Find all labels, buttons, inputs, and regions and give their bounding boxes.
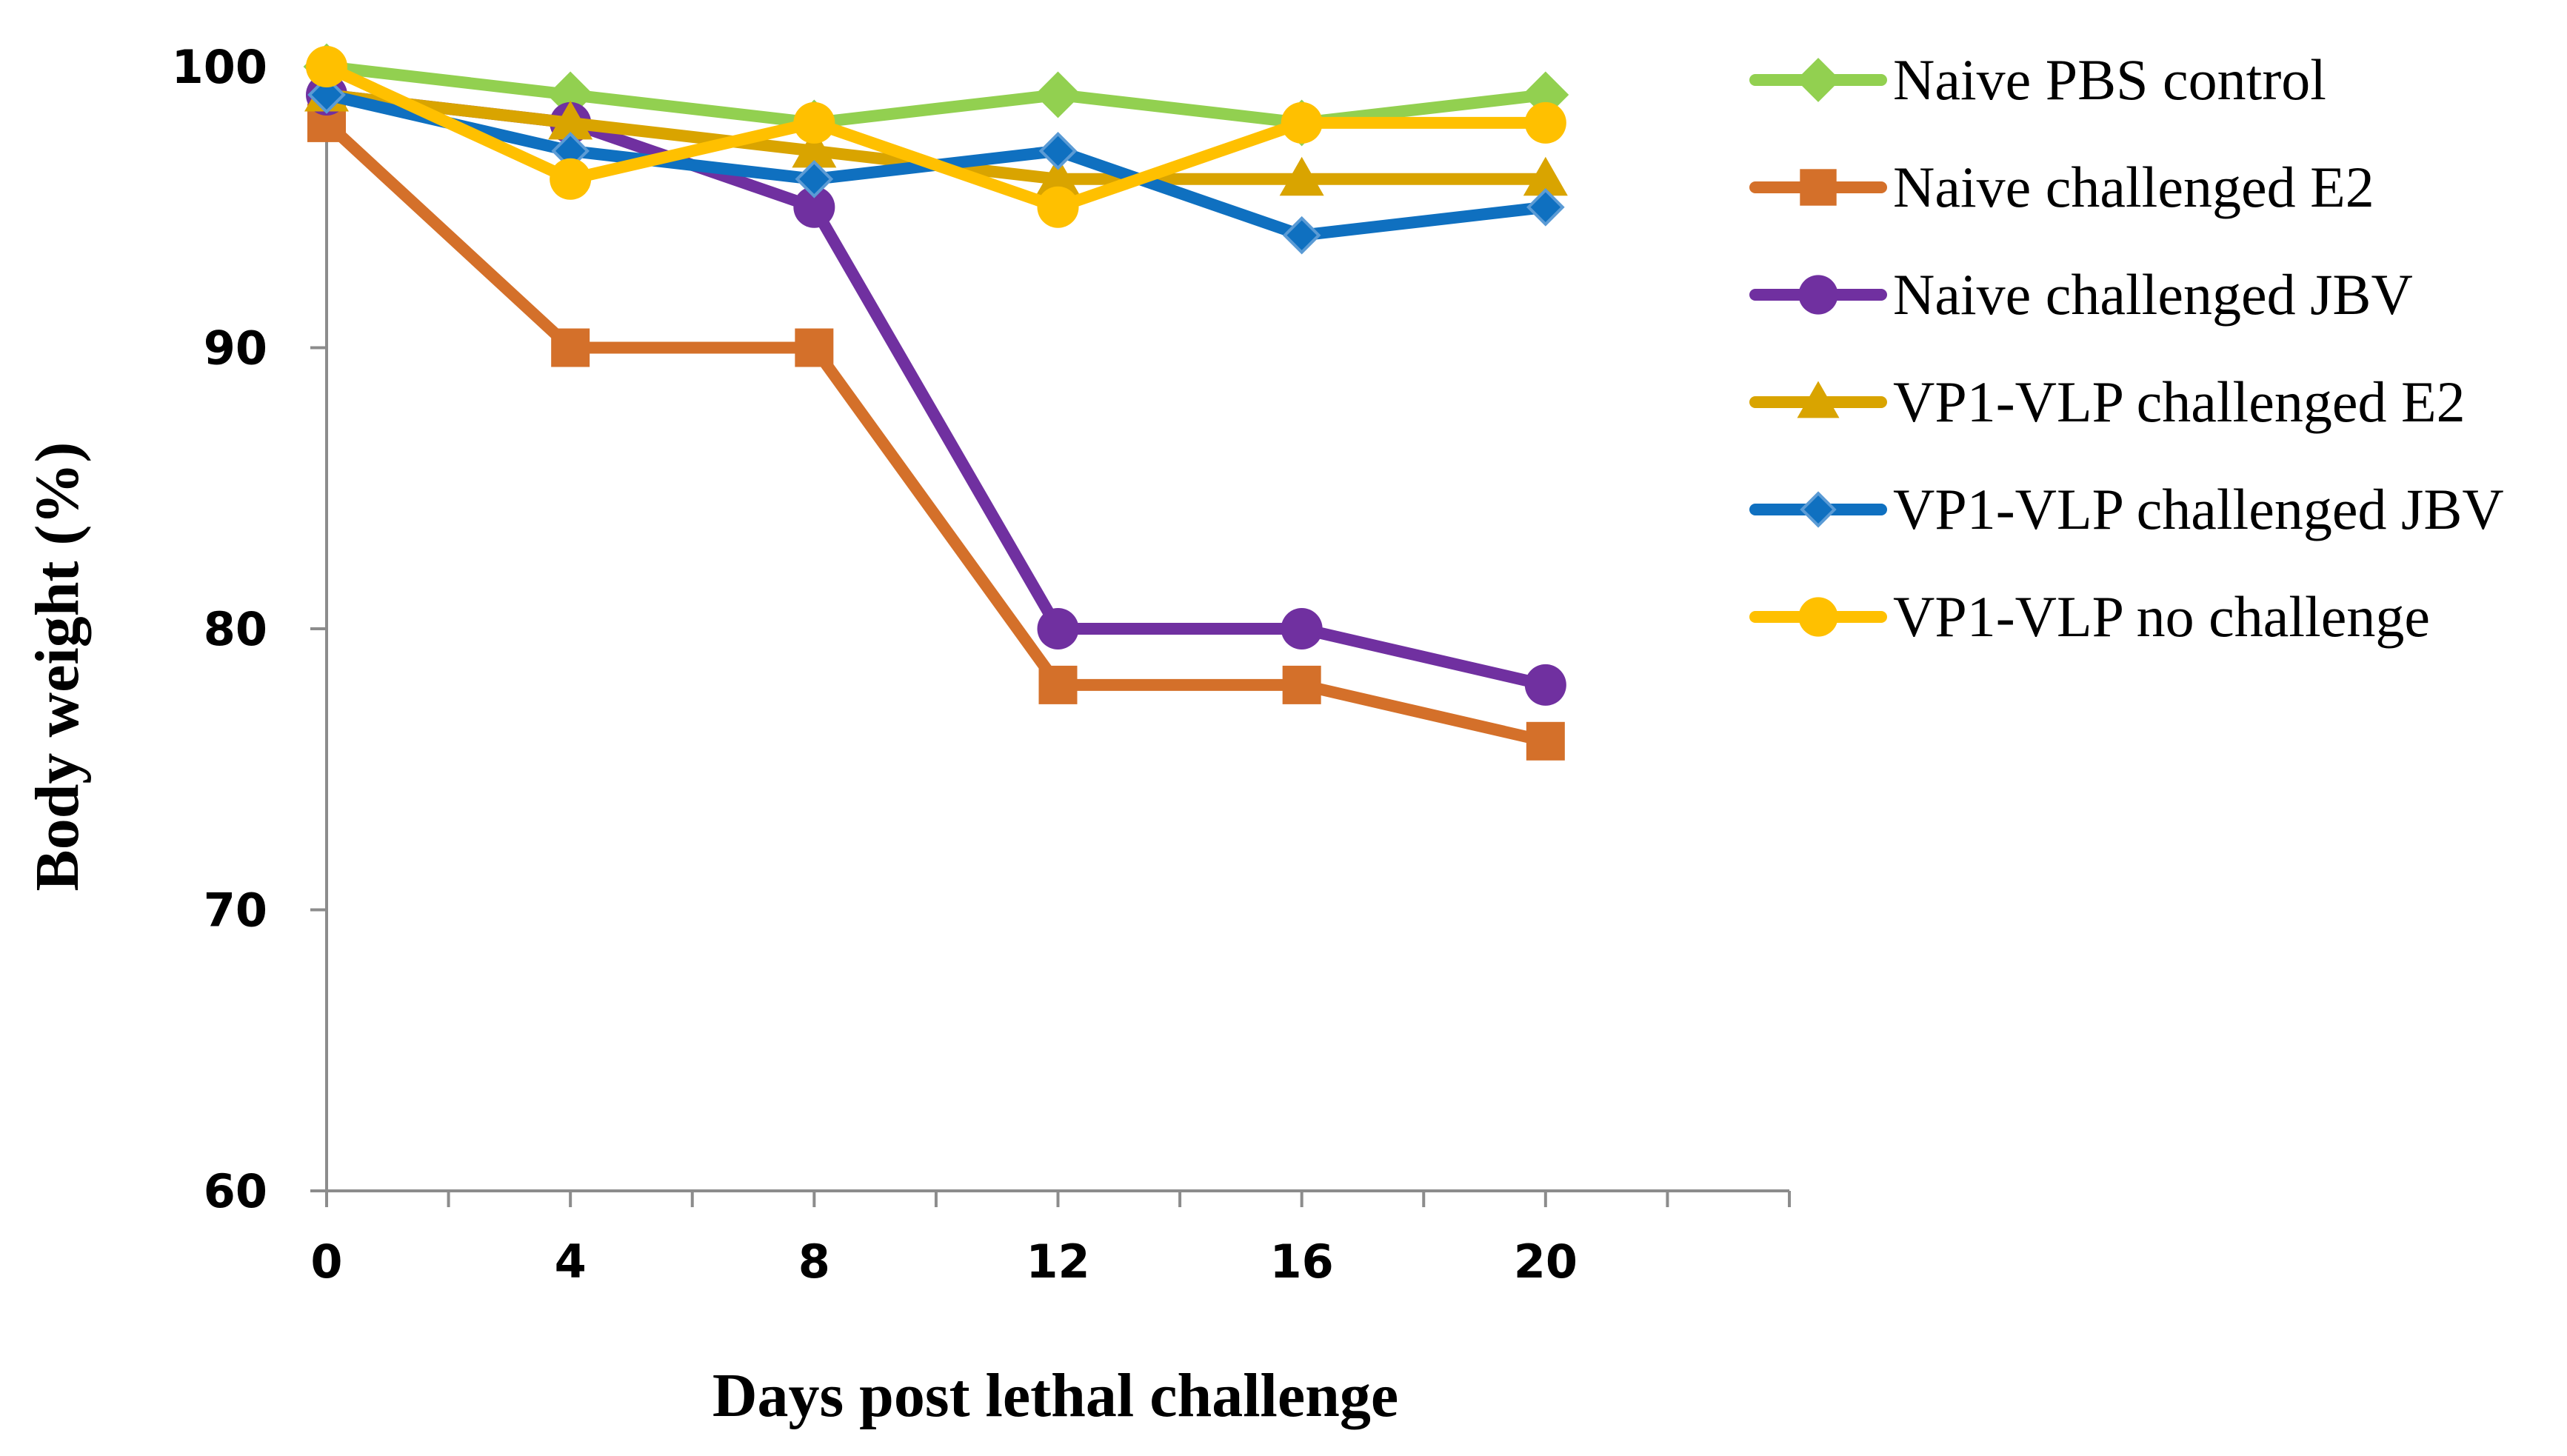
y-axis-title: Body weight (%) (23, 442, 92, 892)
x-axis-ticks: 0 4 8 12 16 20 (310, 1191, 1791, 1289)
series-line (321, 116, 1552, 747)
legend-item: VP1-VLP no challenge (1749, 584, 2430, 649)
data-point (1035, 156, 1081, 196)
data-point (1524, 101, 1566, 144)
x-axis-title: Days post lethal challenge (712, 1361, 1398, 1430)
data-point (792, 128, 837, 168)
data-point (1281, 101, 1323, 144)
data-point (1038, 665, 1078, 704)
y-axis-ticks: 60 70 80 90 100 (172, 40, 327, 1218)
data-point (795, 328, 834, 367)
y-tick-label: 70 (204, 884, 267, 938)
data-point (548, 100, 593, 140)
legend-marker (1800, 169, 1837, 206)
data-point (1037, 608, 1079, 649)
legend-marker (1797, 381, 1840, 418)
legend-item: Naive PBS control (1749, 47, 2326, 112)
x-tick-label: 0 (310, 1235, 342, 1289)
series-line (321, 61, 1552, 213)
y-tick-label: 60 (204, 1164, 267, 1218)
data-point (306, 46, 347, 87)
legend-marker (1798, 275, 1838, 315)
data-point (793, 186, 835, 228)
data-point (1038, 132, 1078, 170)
legend-label: VP1-VLP challenged E2 (1893, 370, 2466, 434)
x-tick-label: 8 (798, 1235, 830, 1289)
data-point (795, 159, 834, 198)
legend-marker (1800, 491, 1837, 528)
data-point (1282, 665, 1321, 704)
data-point (1526, 187, 1565, 227)
data-point (550, 158, 592, 200)
data-point (1524, 664, 1566, 706)
y-tick-label: 80 (204, 602, 267, 656)
legend-label: VP1-VLP challenged JBV (1893, 477, 2504, 541)
legend-item: Naive challenged JBV (1749, 262, 2413, 327)
x-tick-label: 16 (1270, 1235, 1334, 1289)
legend-marker (1796, 58, 1840, 102)
data-point (793, 101, 835, 144)
legend-item: Naive challenged E2 (1749, 155, 2374, 219)
legend-label: Naive challenged JBV (1893, 262, 2413, 327)
legend-item: VP1-VLP challenged E2 (1749, 370, 2466, 434)
series-6 (306, 46, 1566, 228)
data-point (1037, 186, 1079, 228)
legend: Naive PBS control Naive challenged E2 Naiv… (1749, 47, 2504, 649)
legend-label: VP1-VLP no challenge (1893, 584, 2430, 649)
data-point (1526, 721, 1565, 761)
y-tick-label: 100 (172, 40, 267, 94)
series-group (303, 43, 1569, 761)
data-point (1035, 71, 1081, 118)
data-point (1523, 156, 1568, 196)
legend-label: Naive PBS control (1893, 47, 2326, 112)
legend-item: VP1-VLP challenged JBV (1749, 477, 2504, 541)
x-tick-label: 20 (1514, 1235, 1578, 1289)
data-point (1282, 216, 1321, 255)
data-point (307, 76, 346, 114)
data-point (1279, 156, 1324, 196)
x-tick-label: 12 (1026, 1235, 1089, 1289)
series-2 (307, 103, 1565, 761)
y-tick-label: 90 (204, 321, 267, 375)
data-point (551, 328, 590, 367)
data-point (1281, 608, 1323, 649)
legend-marker (1798, 597, 1838, 637)
x-tick-label: 4 (555, 1235, 587, 1289)
legend-label: Naive challenged E2 (1893, 155, 2374, 219)
